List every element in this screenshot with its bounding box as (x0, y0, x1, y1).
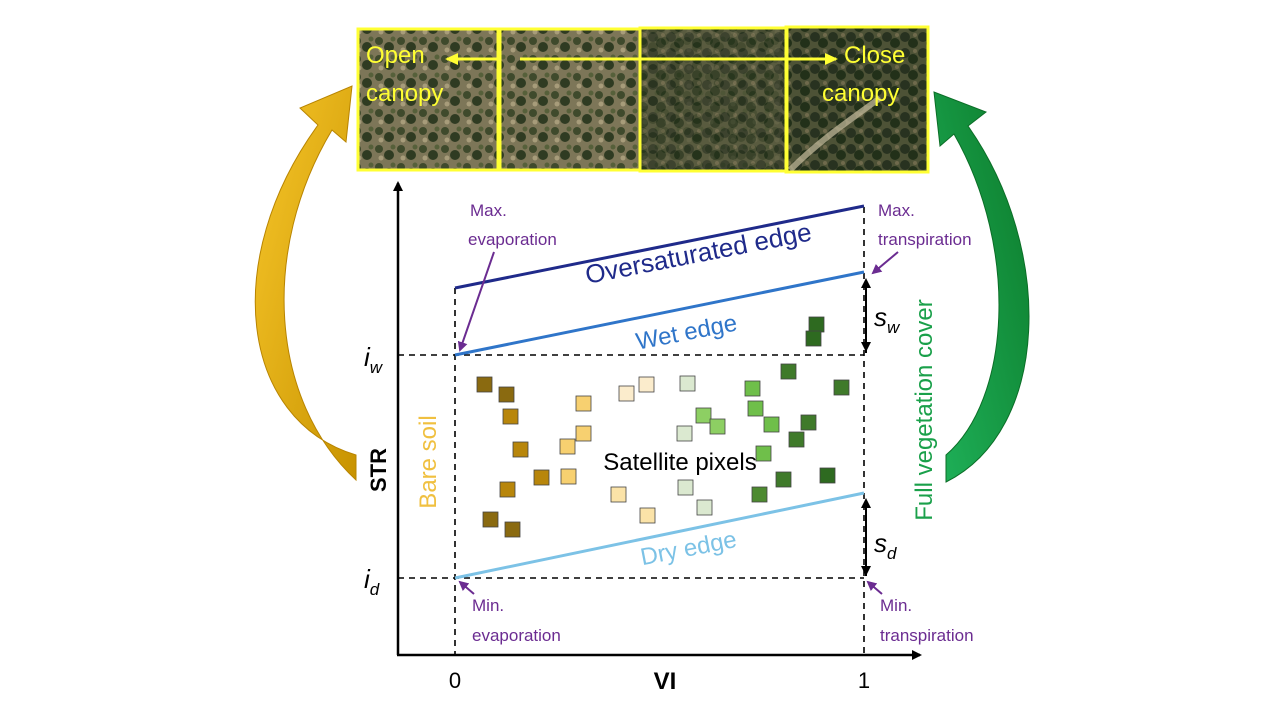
pixel (502, 408, 519, 425)
pixel (533, 469, 550, 486)
pixel (744, 380, 761, 397)
pixel (751, 486, 768, 503)
pixel (677, 479, 694, 496)
close-canopy-label-line1: Close (844, 42, 905, 69)
id-symbol: i (364, 564, 371, 594)
pixel (755, 445, 772, 462)
min-evaporation-line1: Min. (472, 596, 504, 615)
min-transpiration-line2: transpiration (880, 626, 974, 645)
x-tick-0: 0 (449, 668, 461, 693)
max-evaporation-line2: evaporation (468, 230, 557, 249)
pixel (610, 486, 627, 503)
pixel (800, 414, 817, 431)
min-evaporation-line2: evaporation (472, 626, 561, 645)
max-evaporation-arrow (457, 251, 495, 352)
x-tick-1: 1 (858, 668, 870, 693)
dry-edge-line (454, 491, 865, 580)
pixel (805, 330, 822, 347)
canopy-photo-strip: Open canopy Close canopy (356, 25, 930, 174)
max-evaporation-line1: Max. (470, 201, 507, 220)
pixel (679, 375, 696, 392)
dry-edge-label: Dry edge (638, 526, 739, 571)
iw-symbol: i (364, 342, 371, 372)
sw-subscript: w (887, 318, 901, 337)
wet-edge-line (454, 270, 865, 357)
canopy-photo-3 (640, 28, 785, 171)
pixel (499, 481, 516, 498)
min-transpiration-arrow (866, 580, 883, 595)
oversaturated-edge-label: Oversaturated edge (583, 217, 814, 290)
close-canopy-label-line2: canopy (822, 80, 899, 107)
pixel (560, 468, 577, 485)
pixel (819, 467, 836, 484)
sw-label: sw (874, 302, 901, 337)
min-transpiration-line1: Min. (880, 596, 912, 615)
pixel (638, 376, 655, 393)
pixel (498, 386, 515, 403)
pixel (763, 416, 780, 433)
sd-symbol: s (874, 528, 887, 558)
max-transpiration-line2: transpiration (878, 230, 972, 249)
pixel (676, 425, 693, 442)
pixel (504, 521, 521, 538)
pixel (618, 385, 635, 402)
y-axis-label: STR (366, 448, 391, 492)
pixel (709, 418, 726, 435)
canopy-photo-4 (785, 28, 928, 171)
max-transpiration-arrow (871, 251, 899, 275)
max-transpiration-line1: Max. (878, 201, 915, 220)
left-curved-arrow (254, 85, 357, 482)
iw-label: iw (364, 342, 384, 377)
iw-subscript: w (370, 358, 384, 377)
pixel (482, 511, 499, 528)
sw-symbol: s (874, 302, 887, 332)
satellite-pixels (476, 316, 850, 538)
pixel (512, 441, 529, 458)
oversaturated-edge-line (454, 204, 865, 290)
open-canopy-label-line1: Open (366, 42, 425, 69)
bare-soil-label: Bare soil (415, 415, 442, 508)
min-evaporation-arrow (458, 580, 475, 595)
satellite-pixels-label: Satellite pixels (603, 449, 756, 476)
photo-frame-1 (356, 27, 500, 172)
track-road (787, 95, 882, 173)
full-vegetation-cover-label: Full vegetation cover (911, 299, 938, 520)
sd-subscript: d (887, 544, 897, 563)
pixel (559, 438, 576, 455)
open-canopy-label-line2: canopy (366, 80, 443, 107)
pixel (747, 400, 764, 417)
sd-label: sd (874, 528, 897, 563)
pixel (575, 395, 592, 412)
pixel (833, 379, 850, 396)
pixel (575, 425, 592, 442)
pixel (695, 407, 712, 424)
pixel (780, 363, 797, 380)
right-curved-arrow (933, 91, 1030, 483)
canopy-photo-2 (498, 28, 640, 171)
pixel (788, 431, 805, 448)
pixel (808, 316, 825, 333)
photo-frame-4 (784, 25, 930, 174)
pixel (696, 499, 713, 516)
pixel (775, 471, 792, 488)
id-subscript: d (370, 580, 380, 599)
x-axis-label: VI (654, 668, 677, 695)
pixel (476, 376, 493, 393)
dashed-guides (398, 207, 865, 655)
id-label: id (364, 564, 380, 599)
pixel (639, 507, 656, 524)
